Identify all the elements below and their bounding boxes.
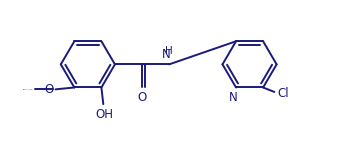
Text: methoxy_label: methoxy_label (23, 88, 33, 90)
Text: Cl: Cl (278, 87, 289, 100)
Text: H: H (165, 46, 173, 56)
Text: N: N (229, 91, 238, 104)
Text: N: N (162, 48, 171, 61)
Text: O: O (44, 83, 54, 96)
Text: O: O (138, 92, 147, 104)
Text: OH: OH (95, 108, 113, 121)
